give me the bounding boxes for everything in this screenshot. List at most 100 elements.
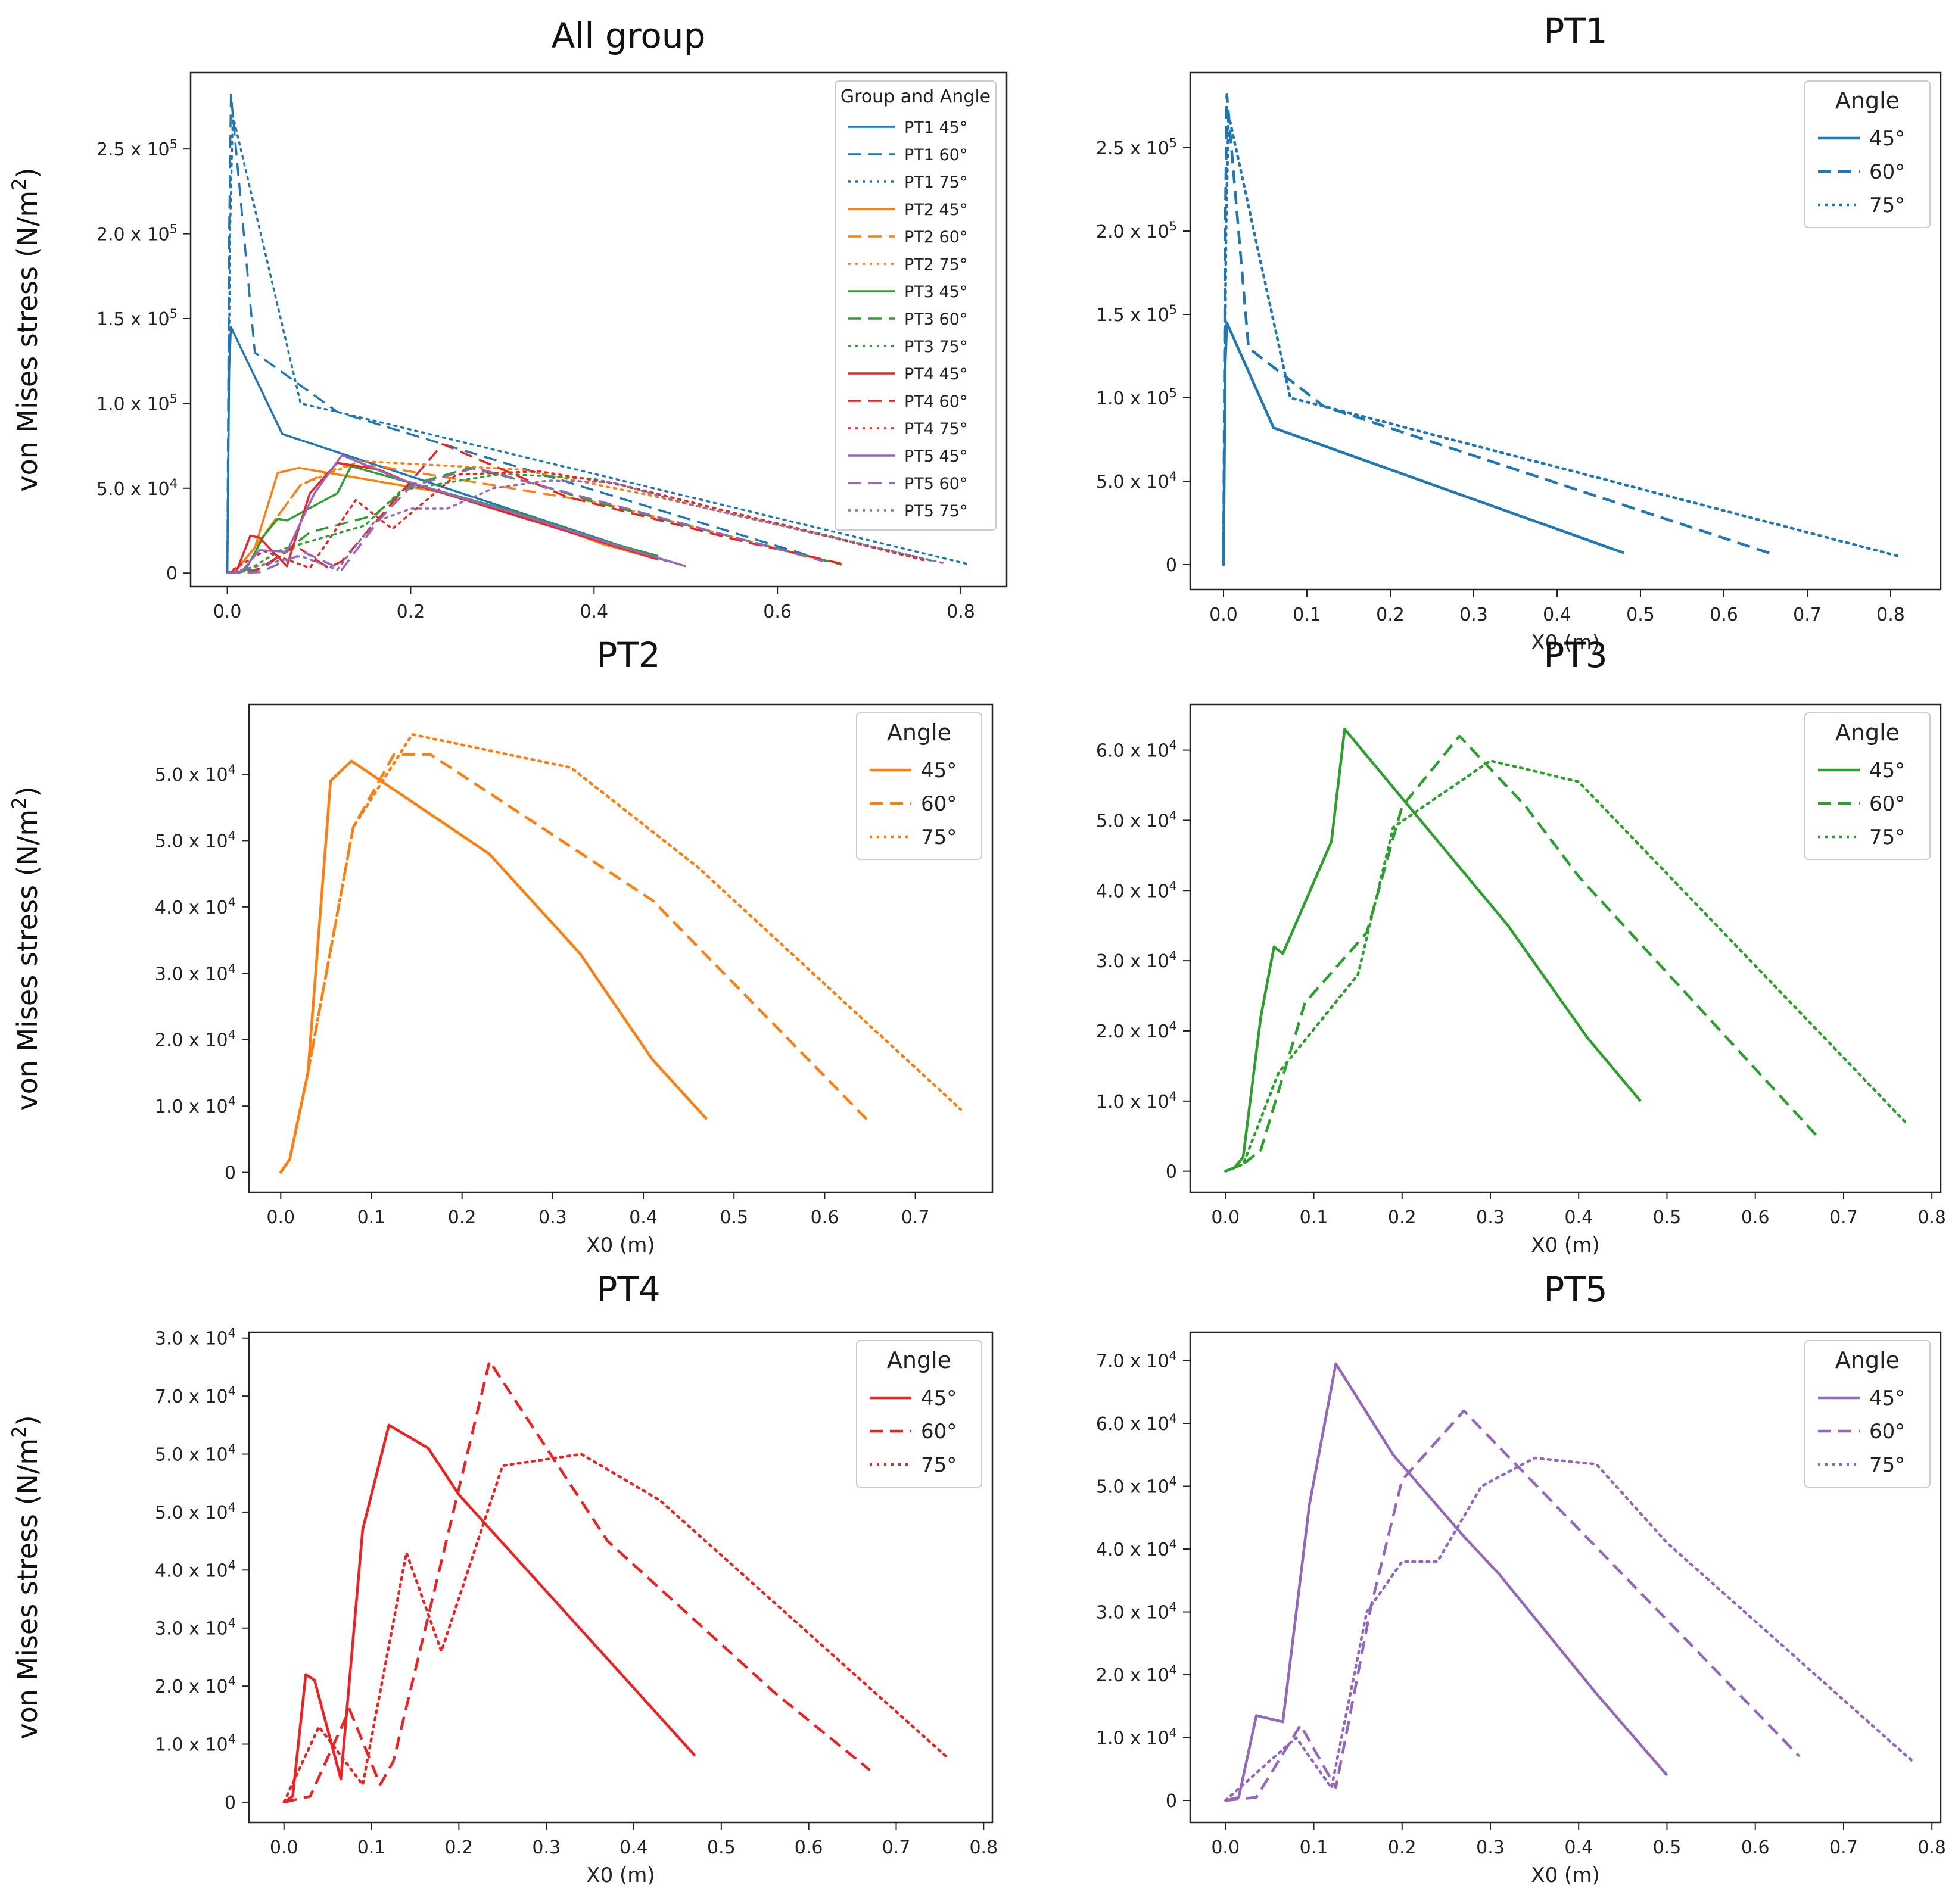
legend-label: 75°	[1869, 194, 1905, 217]
legend-label: 75°	[921, 1453, 957, 1477]
legend-title: Angle	[1835, 88, 1900, 114]
y-tick-label: 0	[225, 1793, 236, 1813]
x-tick-label: 0.6	[1741, 1207, 1770, 1228]
y-tick-label: 2.0 x 104	[1096, 1663, 1177, 1686]
x-tick-label: 0.1	[1293, 604, 1321, 625]
y-tick-label: 6.0 x 104	[1096, 738, 1177, 762]
x-axis-label: X0 (m)	[1531, 1233, 1599, 1257]
y-tick-label: 5.0 x 104	[1096, 469, 1177, 493]
y-tick-label: 2.0 x 104	[155, 1028, 236, 1051]
series-line-75	[1224, 1456, 1916, 1802]
y-axis-label: von Mises stress (N/m2)	[8, 1415, 43, 1739]
legend-label: 45°	[1869, 759, 1905, 783]
legend-label: 60°	[921, 1420, 957, 1444]
x-tick-label: 0.0	[1209, 604, 1238, 625]
series-line-75	[279, 733, 962, 1174]
x-tick-label: 0.0	[1211, 1207, 1240, 1228]
series-layer	[279, 733, 962, 1174]
legend-label: PT1 75°	[904, 173, 967, 192]
legend: Angle 45° 60° 75°	[1804, 1340, 1931, 1488]
series-line-pt5-75	[226, 479, 944, 574]
y-tick-label: 1.5 x 105	[1096, 303, 1177, 326]
x-tick-label: 0.6	[763, 602, 792, 622]
x-tick-label: 0.2	[445, 1837, 474, 1858]
chart-pt3: PT3 0.0 0.1 0.2 0.3 0.4 0.5 0.6 0.7 0.8 0 1.0 x 104…	[1096, 635, 1946, 1257]
x-tick-label: 0.5	[707, 1837, 736, 1858]
legend-box	[1804, 1340, 1931, 1488]
x-tick-label: 0.8	[1876, 604, 1905, 625]
y-tick-label: 5.0 x 104	[155, 828, 236, 852]
y-tick-label: 1.0 x 104	[155, 1094, 236, 1117]
x-tick-label: 0.4	[1564, 1207, 1593, 1228]
y-tick-label: 2.5 x 105	[96, 137, 178, 160]
legend-label: PT1 60°	[904, 146, 967, 164]
series-line-60	[1225, 1409, 1801, 1802]
legend-label: PT4 60°	[904, 392, 967, 411]
legend-label: 45°	[1869, 1386, 1905, 1410]
legend-title: Angle	[887, 719, 951, 746]
legend-label: 75°	[1869, 825, 1905, 849]
series-line-45	[1225, 1362, 1668, 1802]
x-tick-label: 0.5	[1653, 1207, 1682, 1228]
series-line-75	[1222, 113, 1901, 566]
chart-title: PT4	[596, 1269, 660, 1310]
legend-label: PT3 60°	[904, 310, 967, 329]
x-tick-label: 0.6	[1710, 604, 1738, 625]
y-tick-label: 1.0 x 105	[1096, 386, 1177, 409]
x-tick-label: 0.2	[1388, 1837, 1417, 1858]
legend-label: PT2 60°	[904, 228, 967, 247]
y-tick-label: 2.0 x 105	[1096, 219, 1177, 242]
series-line-pt1-60	[226, 94, 833, 574]
legend-label: PT5 45°	[904, 447, 967, 466]
x-tick-label: 0.8	[1917, 1207, 1946, 1228]
legend-label: 45°	[921, 1386, 957, 1410]
series-line-pt5-45	[227, 454, 686, 574]
x-tick-label: 0.4	[1564, 1837, 1593, 1858]
x-tick-label: 0.4	[629, 1207, 658, 1228]
y-tick-label: 0	[1166, 1791, 1177, 1812]
legend-box	[835, 80, 997, 531]
x-tick-label: 0.7	[901, 1207, 930, 1228]
x-tick-label: 0.1	[357, 1207, 386, 1228]
y-tick-label: 4.0 x 104	[155, 895, 236, 918]
x-tick-label: 0.2	[1376, 604, 1405, 625]
x-tick-label: 0.0	[213, 602, 242, 622]
y-tick-label: 6.0 x 104	[1096, 1411, 1177, 1435]
chart-pt1: PT1 0.0 0.1 0.2 0.3 0.4 0.5 0.6 0.7 0.8 0 5.0 x 104…	[1096, 11, 1942, 655]
y-tick-label: 2.5 x 105	[1096, 136, 1177, 159]
legend: Angle 45° 60° 75°	[856, 712, 982, 860]
chart-title: PT1	[1543, 11, 1607, 51]
series-line-pt2-60	[226, 465, 824, 574]
y-tick-label: 2.0 x 104	[155, 1674, 236, 1697]
x-tick-label: 0.7	[1829, 1207, 1858, 1228]
x-tick-label: 0.8	[947, 602, 975, 622]
legend-label: PT2 75°	[904, 255, 967, 274]
legend-label: 60°	[1869, 160, 1905, 184]
series-line-45	[283, 1423, 696, 1803]
x-axis-label: X0 (m)	[1531, 1864, 1599, 1887]
legend: Angle 45° 60° 75°	[856, 1340, 982, 1488]
x-tick-label: 0.5	[1626, 604, 1655, 625]
series-layer	[226, 94, 972, 574]
chart-title: PT3	[1543, 635, 1607, 675]
series-line-pt4-75	[226, 470, 926, 574]
chart-title: PT5	[1543, 1269, 1607, 1310]
x-tick-label: 0.2	[397, 602, 425, 622]
x-tick-label: 0.3	[1476, 1207, 1505, 1228]
y-tick-label: 2.0 x 104	[1096, 1019, 1177, 1042]
y-tick-label: 1.0 x 104	[1096, 1726, 1177, 1749]
y-tick-label: 4.0 x 104	[155, 1558, 236, 1581]
series-line-45	[1225, 727, 1642, 1173]
y-tick-label: 3.0 x 104	[155, 961, 236, 984]
chart-title: PT2	[596, 635, 660, 675]
x-tick-label: 0.6	[1741, 1837, 1770, 1858]
series-line-pt1-75	[226, 114, 972, 574]
y-tick-label: 5.0 x 104	[96, 476, 178, 500]
x-tick-label: 0.6	[811, 1207, 839, 1228]
x-tick-label: 0.4	[1543, 604, 1571, 625]
chart-pt5: PT5 0.0 0.1 0.2 0.3 0.4 0.5 0.6 0.7 0.8 0 1.0 x 104…	[1096, 1269, 1946, 1887]
x-tick-label: 0.3	[538, 1207, 567, 1228]
x-tick-label: 0.8	[1917, 1837, 1946, 1858]
legend-label: PT3 45°	[904, 283, 967, 301]
